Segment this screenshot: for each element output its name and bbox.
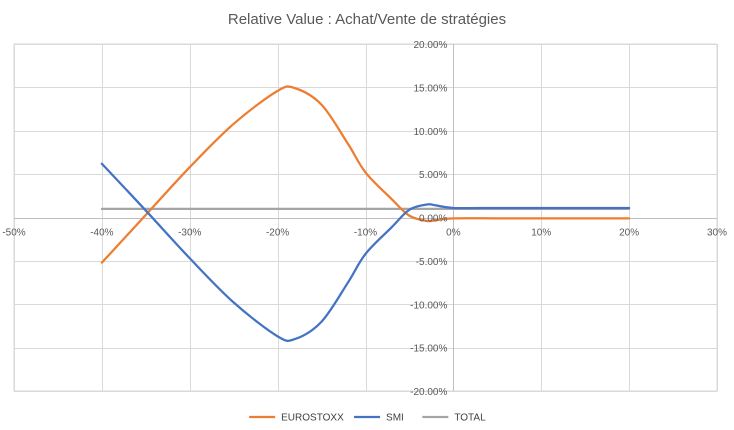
y-tick-label: -20.00% xyxy=(410,387,447,398)
x-tick-label: 0% xyxy=(446,228,461,239)
series-line-eurostoxx xyxy=(100,85,631,264)
x-tick-label: -40% xyxy=(90,228,113,239)
x-tick-label: -50% xyxy=(2,228,25,239)
y-tick-label: 5.00% xyxy=(419,170,447,181)
grid xyxy=(13,43,718,392)
x-tick-label: 30% xyxy=(707,228,727,239)
series-line-smi xyxy=(100,162,631,342)
x-tick-label: 20% xyxy=(619,228,639,239)
legend-label-total: TOTAL xyxy=(454,413,486,424)
y-tick-label: -5.00% xyxy=(416,257,448,268)
y-tick-label: -10.00% xyxy=(410,300,447,311)
legend: EUROSTOXX SMI TOTAL xyxy=(249,413,486,424)
y-tick-label: 20.00% xyxy=(413,40,447,51)
legend-label-smi: SMI xyxy=(386,413,404,424)
x-tick-label: -20% xyxy=(266,228,289,239)
y-tick-label: 15.00% xyxy=(413,83,447,94)
series-lines xyxy=(100,85,631,342)
x-tick-label: -10% xyxy=(354,228,377,239)
x-tick-label: -30% xyxy=(178,228,201,239)
tick-labels: -50% -40% -30% -20% -10% 0% 10% 20% 30% 20.00% 15.… xyxy=(2,40,727,398)
chart-title: Relative Value : Achat/Vente de stratégi… xyxy=(228,11,506,28)
y-tick-label: 10.00% xyxy=(413,127,447,138)
x-tick-label: 10% xyxy=(531,228,551,239)
legend-label-eurostoxx: EUROSTOXX xyxy=(281,413,344,424)
y-tick-label: 0.00% xyxy=(419,214,447,225)
y-tick-label: -15.00% xyxy=(410,344,447,355)
